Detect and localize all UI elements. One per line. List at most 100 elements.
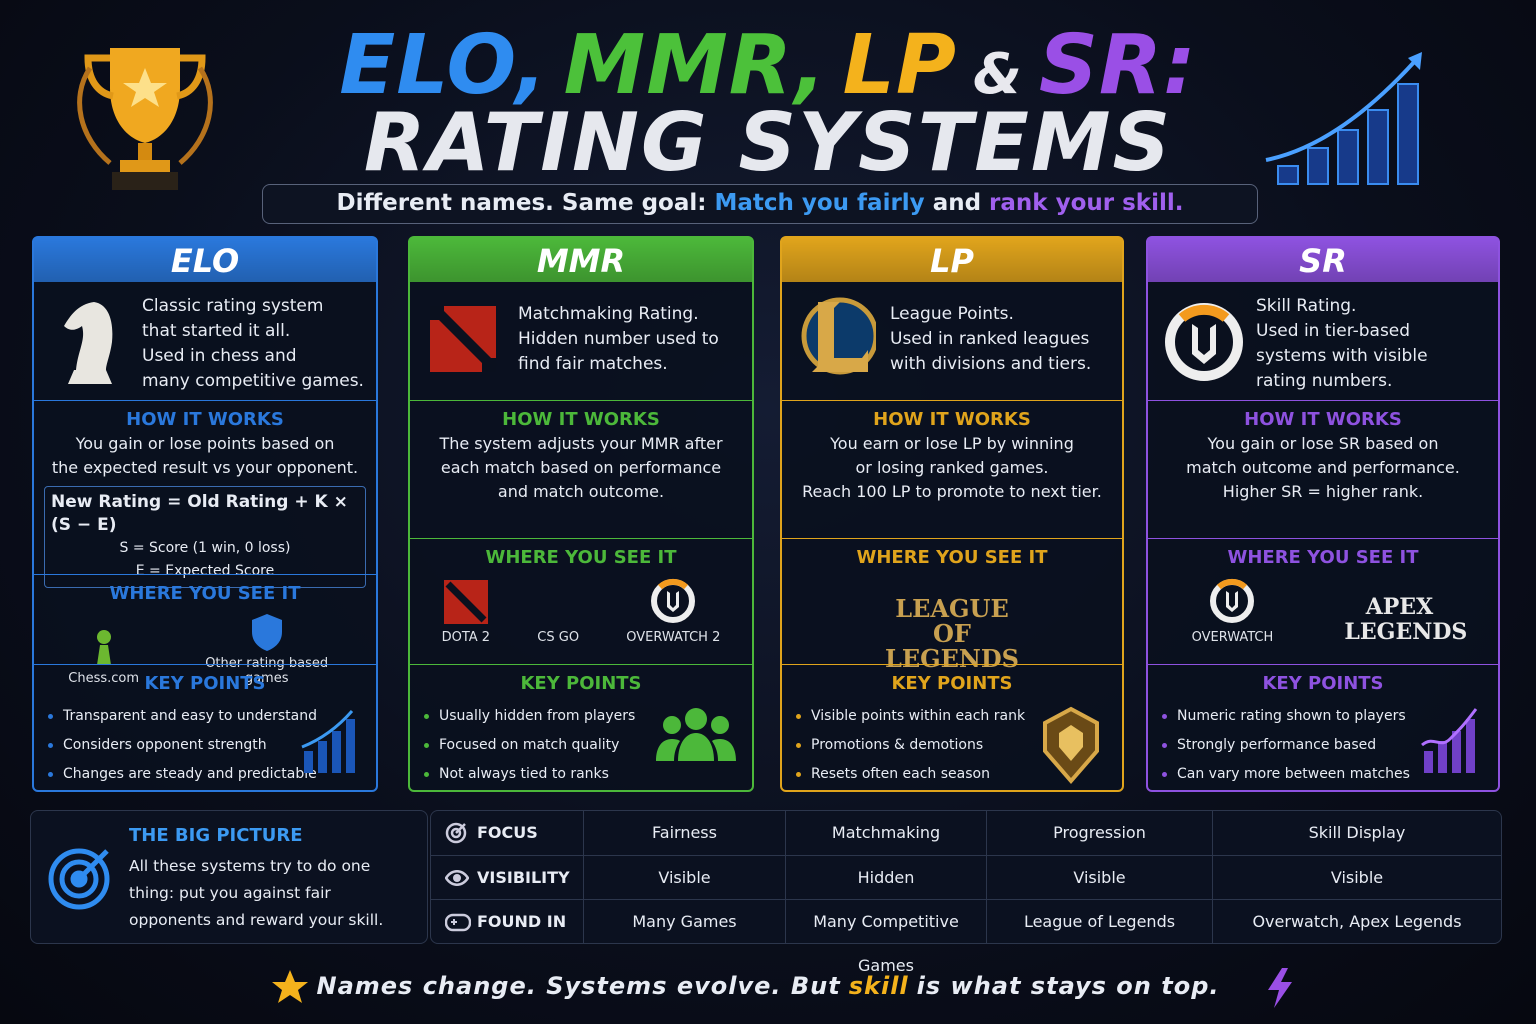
key-point: Changes are steady and predictable [48,760,376,789]
icon-shape [1337,129,1359,185]
title-word: SR: [1038,18,1197,113]
how-section: HOW IT WORKS You earn or lose LP by winni… [782,400,1122,538]
icon-shape [1192,324,1216,364]
table-cell: Progression [986,811,1212,855]
trophy-icon [77,48,213,190]
where-label: DOTA 2 [441,630,491,645]
key-points: Usually hidden from players Focused on ma… [424,702,752,789]
how-text: The system adjusts your MMR after each ma… [410,432,752,504]
icon-shape [138,143,152,161]
how-section: HOW IT WORKS You gain or lose points base… [34,400,376,588]
icon-shape [251,614,282,651]
where-item: Chess.com [68,627,139,686]
icon-shape [304,751,313,773]
how-line: the expected result vs your opponent. [51,458,359,477]
formula-line: E = Expected Score [135,563,275,579]
icon-shape [332,731,341,773]
where-list: OVERWATCH APEX LEGENDS [1148,568,1498,645]
big-picture-title: THE BIG PICTURE [129,825,303,846]
key-point: Visible points within each rank [796,702,1122,731]
title-word: ELO, [339,18,548,113]
icon-shape [430,306,498,372]
description-line: systems with visible [1256,346,1428,366]
where-label: OVERWATCH [1191,630,1274,645]
icon-shape [96,630,111,665]
icon-shape [444,913,472,932]
section-heading: HOW IT WORKS [126,409,284,430]
how-line: You gain or lose SR based on [1207,434,1439,453]
table-cell: Matchmaking [785,811,986,855]
icon-shape [656,708,736,761]
icon-shape [1421,708,1478,773]
big-picture: THE BIG PICTURE All these systems try to… [30,810,428,944]
description-section: Classic rating system that started it all… [34,282,376,400]
icon-shape [445,822,467,844]
description-line: League Points. [890,304,1014,324]
section-heading: HOW IT WORKS [502,409,660,430]
description-line: Hidden number used to [518,329,719,349]
key-section: KEY POINTS Numeric rating shown to player… [1148,664,1498,790]
icon-shape [301,710,354,749]
icon-shape [301,710,355,773]
key-point: Can vary more between matches [1162,760,1498,789]
title-word: & [972,42,1023,107]
where-item: Other rating based games [192,612,342,686]
icon-shape [1277,83,1419,185]
key-points: Visible points within each rank Promotion… [796,702,1122,789]
rating-card: MMR Matchmaking Rating. Hidden number used… [408,236,754,792]
icon-shape [1277,165,1299,185]
section-heading: WHERE YOU SEE IT [1227,547,1419,568]
table-cell: Visible [1212,856,1501,900]
icon-shape [444,870,470,886]
key-point: Promotions & demotions [796,731,1122,760]
key-point: Resets often each season [796,760,1122,789]
section-heading: KEY POINTS [891,673,1013,694]
icon-shape [1210,579,1255,623]
rating-card: ELO Classic rating system that started it … [32,236,378,792]
formula-line: New Rating = Old Rating + K × (S − E) [51,492,348,535]
icon-shape [304,719,355,773]
icon-shape [1165,303,1243,381]
where-section: WHERE YOU SEE IT DOTA 2 CS GO OVERWATCH 2 [410,538,752,664]
big-picture-text: All these systems try to do one thing: p… [129,857,384,929]
table-cell: Visible [583,856,785,900]
where-item: APEX LEGENDS [1344,581,1467,645]
description-section: League Points. Used in ranked leagues with… [782,282,1122,400]
star-icon [272,970,308,1003]
where-section: WHERE YOU SEE IT Chess.com Other rating ba… [34,574,376,686]
icon-shape [1394,581,1404,591]
description-line: Skill Rating. [1256,296,1357,316]
how-section: HOW IT WORKS You gain or lose SR based on… [1148,400,1498,538]
where-section: WHERE YOU SEE IT LEAGUE OF LEGENDS [782,538,1122,671]
icon-shape [1367,109,1389,185]
where-item: CS GO [537,616,579,645]
icon-shape [711,716,729,734]
key-points: Transparent and easy to understand Consid… [48,702,376,789]
icon-shape [84,54,206,100]
icon-shape [1165,303,1243,381]
icon-shape [444,870,470,886]
subtitle-part: rank your skill. [989,190,1184,216]
icon-shape [1452,731,1461,773]
icon-shape [455,823,466,834]
icon-shape [1226,591,1239,612]
icon-shape [1397,83,1419,185]
icon-shape [663,716,681,734]
icon-shape [96,645,111,665]
where-item: OVERWATCH 2 [626,576,720,645]
description: Matchmaking Rating. Hidden number used to… [518,302,719,377]
icon-shape [318,741,327,773]
description-line: find fair matches. [518,354,668,374]
icon-shape [685,708,707,730]
table-cell: Fairness [583,811,785,855]
formula-line: S = Score (1 win, 0 loss) [119,540,291,556]
icon-shape [346,719,355,773]
where-label: CS GO [537,630,580,645]
icon-shape [64,302,113,384]
icon-shape [1178,304,1230,323]
key-point: Focused on match quality [424,731,752,760]
description-line: Classic rating system [142,296,324,316]
where-item: OVERWATCH [1191,576,1274,645]
key-section: KEY POINTS Usually hidden from players Foc… [410,664,752,790]
icon-shape [453,874,461,882]
